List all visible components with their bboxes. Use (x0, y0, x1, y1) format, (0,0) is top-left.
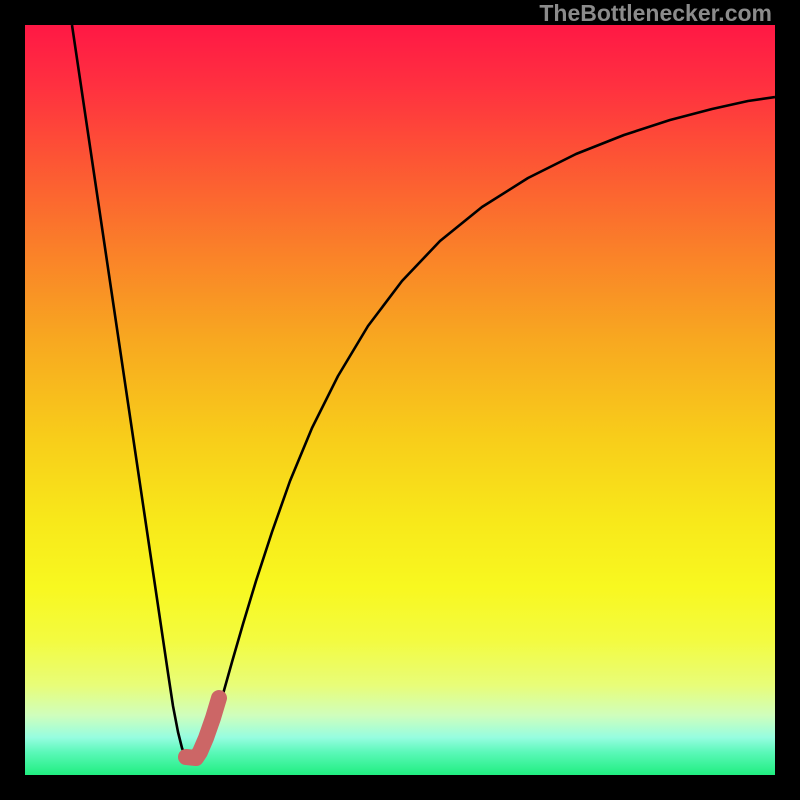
watermark-text: TheBottlenecker.com (539, 0, 772, 27)
bottleneck-curve (72, 25, 775, 762)
chart-container: TheBottlenecker.com (0, 0, 800, 800)
chart-svg-layer (0, 0, 800, 800)
selection-marker (186, 698, 219, 758)
